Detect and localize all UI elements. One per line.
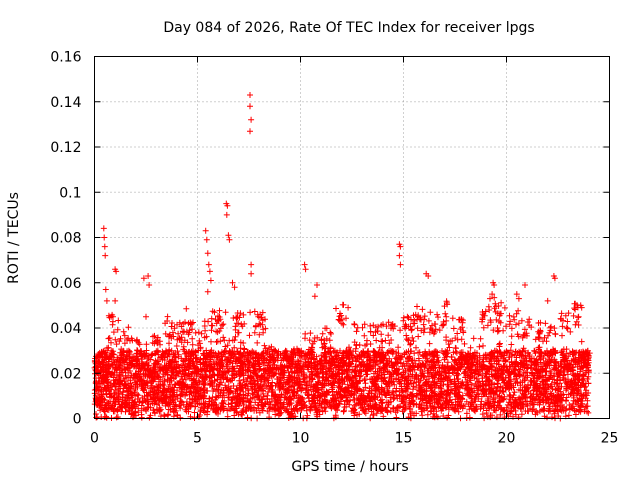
y-tick-label: 0.08 [50, 231, 81, 247]
roti-data-point [204, 288, 211, 295]
roti-data-point [102, 252, 109, 259]
x-tick-label: 5 [193, 431, 202, 447]
roti-data-point [103, 297, 110, 304]
roti-data-point [226, 236, 233, 243]
x-tick-label: 15 [395, 431, 413, 447]
roti-data-point [248, 261, 255, 268]
roti-data-point [491, 282, 498, 288]
x-axis-title: GPS time / hours [291, 459, 408, 475]
roti-data-point [225, 232, 232, 239]
roti-data-point [110, 313, 116, 320]
roti-data-point [396, 252, 403, 259]
roti-data-point [544, 297, 551, 304]
roti-data-point [203, 236, 210, 243]
roti-data-point [229, 279, 236, 286]
roti-data-point [551, 275, 558, 282]
roti-data-point [425, 273, 432, 279]
x-tick-label: 25 [601, 431, 619, 447]
roti-data-point [578, 304, 585, 311]
roti-data-point [302, 266, 309, 273]
roti-data-point [101, 234, 108, 241]
x-tick-label: 10 [292, 431, 310, 447]
roti-data-point [205, 261, 212, 268]
roti-data-point [311, 293, 318, 300]
roti-data-point [143, 313, 149, 320]
roti-data-point [575, 313, 582, 320]
axis-ticks [94, 56, 610, 419]
y-tick-label: 0.02 [50, 366, 81, 382]
chart-title: Day 084 of 2026, Rate Of TEC Index for r… [163, 20, 534, 36]
roti-data-point [301, 261, 308, 268]
y-tick-label: 0.12 [50, 140, 81, 156]
roti-data-point [140, 275, 147, 282]
data-points [91, 92, 593, 422]
roti-data-point [231, 284, 238, 291]
x-tick-label: 0 [90, 431, 99, 447]
roti-data-point [100, 225, 107, 232]
roti-data-point [247, 128, 253, 135]
roti-data-point [247, 103, 253, 110]
roti-data-point [397, 243, 404, 250]
roti-data-point [248, 116, 255, 123]
roti-data-point [223, 211, 230, 218]
y-axis-title: ROTI / TECUs [6, 192, 22, 284]
roti-data-point [202, 227, 209, 234]
y-tick-label: 0.16 [50, 50, 81, 66]
roti-data-point [489, 291, 496, 298]
roti-data-point [515, 295, 522, 302]
roti-data-point [146, 282, 153, 288]
y-tick-label: 0.06 [50, 276, 81, 292]
roti-data-point [112, 297, 119, 304]
roti-data-point [248, 270, 255, 277]
roti-data-point [487, 295, 493, 302]
roti-data-point [314, 282, 320, 288]
roti-data-point [206, 268, 213, 275]
roti-data-point [513, 291, 520, 298]
roti-data-point [102, 286, 109, 293]
y-tick-label: 0.1 [59, 185, 81, 201]
y-tick-label: 0 [73, 412, 82, 428]
roti-data-point [145, 273, 152, 279]
y-tick-label: 0.14 [50, 95, 81, 111]
x-tick-labels: 0 5 10 15 20 25 [90, 431, 618, 447]
roti-background-markers [91, 294, 593, 422]
x-tick-label: 20 [498, 431, 516, 447]
roti-data-point [224, 202, 231, 209]
roti-data-point [522, 282, 528, 288]
roti-data-point [397, 261, 404, 268]
roti-data-point [101, 243, 108, 250]
roti-data-point [204, 250, 211, 257]
grid-lines [94, 56, 610, 419]
roti-data-point [113, 268, 120, 275]
roti-data-point [207, 277, 214, 284]
roti-data-point [247, 92, 253, 98]
y-tick-labels: 0 0.02 0.04 0.06 0.08 0.1 0.12 0.14 0.16 [50, 50, 81, 428]
y-tick-label: 0.04 [50, 321, 81, 337]
